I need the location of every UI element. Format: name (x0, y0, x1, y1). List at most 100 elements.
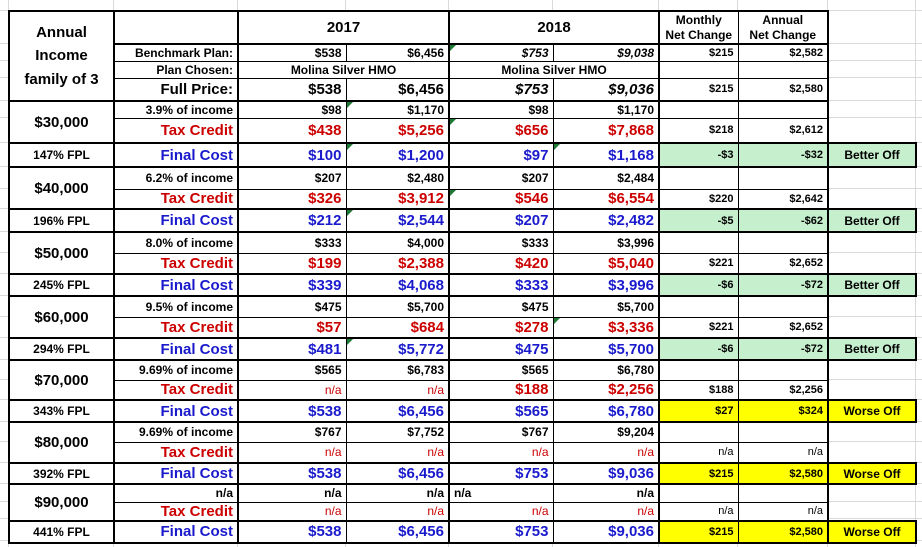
net-change-cell[interactable] (737, 60, 829, 78)
income-cell[interactable]: $70,000 (8, 359, 114, 400)
plan-2018-cell[interactable]: Molina Silver HMO (448, 60, 659, 78)
pct-value-cell[interactable]: $98 (448, 100, 553, 118)
final-cost-value-cell[interactable]: $212 (237, 208, 346, 232)
pct-value-cell[interactable]: $207 (237, 166, 346, 189)
pct-value-cell[interactable]: $7,752 (345, 421, 449, 442)
tax-credit-value-cell[interactable]: n/a (345, 441, 449, 463)
final-cost-value-cell[interactable]: $333 (448, 273, 553, 296)
final-cost-value-cell[interactable]: $1,200 (345, 142, 449, 167)
net-change-cell[interactable] (737, 100, 829, 118)
tax-credit-label[interactable]: Tax Credit (113, 316, 238, 338)
tax-credit-value-cell[interactable]: $326 (237, 188, 346, 209)
tax-credit-value-cell[interactable]: $3,336 (552, 316, 659, 338)
tax-credit-value-cell[interactable]: $438 (237, 117, 346, 143)
net-change-cell[interactable]: $221 (658, 252, 738, 274)
pct-of-income-label[interactable]: 3.9% of income (113, 100, 238, 118)
tax-credit-value-cell[interactable]: $684 (345, 316, 449, 338)
income-cell[interactable]: $90,000 (8, 483, 114, 521)
gutter-cell[interactable] (828, 167, 916, 189)
pct-value-cell[interactable]: $9,204 (552, 421, 659, 442)
net-change-cell[interactable]: $2,612 (737, 117, 829, 143)
gutter-cell[interactable] (828, 360, 916, 380)
income-column-header[interactable]: Annual Income family of 3 (8, 10, 114, 101)
fpl-cell[interactable]: 343% FPL (8, 399, 114, 422)
tax-credit-value-cell[interactable]: $57 (237, 316, 346, 338)
gutter-cell[interactable] (828, 61, 916, 78)
pct-value-cell[interactable]: $2,484 (552, 166, 659, 189)
net-change-cell[interactable]: $27 (658, 399, 738, 422)
full-price-label[interactable]: Full Price: (113, 77, 238, 101)
income-cell[interactable]: $50,000 (8, 231, 114, 274)
full-price-2018-annual[interactable]: $9,036 (552, 77, 659, 101)
gutter-cell[interactable] (828, 118, 916, 143)
tax-credit-value-cell[interactable]: $2,388 (345, 252, 449, 274)
final-cost-value-cell[interactable]: $5,700 (552, 337, 659, 360)
pct-value-cell[interactable]: $475 (448, 295, 553, 317)
gutter-cell[interactable] (828, 380, 916, 400)
gutter-cell[interactable] (828, 422, 916, 442)
tax-credit-label[interactable]: Tax Credit (113, 188, 238, 209)
gutter-cell[interactable] (828, 101, 916, 118)
year-2018-header[interactable]: 2018 (448, 10, 659, 44)
net-change-cell[interactable] (658, 231, 738, 253)
net-change-cell[interactable] (658, 60, 738, 78)
final-cost-value-cell[interactable]: $6,456 (345, 519, 449, 544)
pct-value-cell[interactable]: n/a (345, 483, 449, 502)
gutter-cell[interactable] (828, 253, 916, 274)
final-cost-value-cell[interactable]: $6,780 (552, 399, 659, 422)
annual-net-change-header[interactable]: Annual Net Change (737, 10, 829, 44)
verdict-cell[interactable]: Worse Off (827, 519, 917, 544)
fpl-cell[interactable]: 392% FPL (8, 462, 114, 484)
pct-value-cell[interactable]: n/a (448, 483, 553, 502)
pct-value-cell[interactable]: $1,170 (345, 100, 449, 118)
gutter-cell[interactable] (828, 442, 916, 463)
net-change-cell[interactable]: $2,652 (737, 316, 829, 338)
pct-value-cell[interactable]: $98 (237, 100, 346, 118)
tax-credit-value-cell[interactable]: n/a (237, 441, 346, 463)
net-change-cell[interactable]: $2,580 (737, 462, 829, 484)
blank-header-cell[interactable] (113, 10, 238, 44)
gutter-cell[interactable] (828, 484, 916, 502)
net-change-cell[interactable]: $2,652 (737, 252, 829, 274)
final-cost-value-cell[interactable]: $1,168 (552, 142, 659, 167)
tax-credit-value-cell[interactable]: $546 (448, 188, 553, 209)
income-cell[interactable]: $80,000 (8, 421, 114, 463)
net-change-cell[interactable] (658, 483, 738, 502)
benchmark-plan-label[interactable]: Benchmark Plan: (113, 43, 238, 61)
year-2017-header[interactable]: 2017 (237, 10, 449, 44)
tax-credit-value-cell[interactable]: n/a (345, 501, 449, 521)
net-change-cell[interactable]: $218 (658, 117, 738, 143)
pct-value-cell[interactable]: $475 (237, 295, 346, 317)
tax-credit-value-cell[interactable]: n/a (345, 379, 449, 400)
net-change-cell[interactable]: $215 (658, 43, 738, 61)
net-change-cell[interactable]: $215 (658, 519, 738, 544)
final-cost-value-cell[interactable]: $207 (448, 208, 553, 232)
net-change-cell[interactable]: $324 (737, 399, 829, 422)
tax-credit-value-cell[interactable]: n/a (552, 501, 659, 521)
verdict-cell[interactable]: Better Off (827, 142, 917, 168)
final-cost-value-cell[interactable]: $5,772 (345, 337, 449, 360)
net-change-cell[interactable] (737, 483, 829, 502)
pct-value-cell[interactable]: $1,170 (552, 100, 659, 118)
tax-credit-label[interactable]: Tax Credit (113, 501, 238, 521)
net-change-cell[interactable] (658, 421, 738, 442)
pct-value-cell[interactable]: $3,996 (552, 231, 659, 253)
pct-value-cell[interactable]: $333 (448, 231, 553, 253)
pct-value-cell[interactable]: $565 (237, 359, 346, 380)
final-cost-value-cell[interactable]: $100 (237, 142, 346, 167)
tax-credit-value-cell[interactable]: n/a (448, 501, 553, 521)
gutter-cell[interactable] (828, 189, 916, 209)
pct-value-cell[interactable]: $565 (448, 359, 553, 380)
monthly-net-change-header[interactable]: Monthly Net Change (658, 10, 738, 44)
tax-credit-label[interactable]: Tax Credit (113, 252, 238, 274)
net-change-cell[interactable] (658, 166, 738, 189)
final-cost-value-cell[interactable]: $753 (448, 462, 553, 484)
tax-credit-value-cell[interactable]: n/a (237, 501, 346, 521)
tax-credit-value-cell[interactable]: $199 (237, 252, 346, 274)
final-cost-value-cell[interactable]: $9,036 (552, 462, 659, 484)
pct-of-income-label[interactable]: 9.69% of income (113, 359, 238, 380)
tax-credit-value-cell[interactable]: $2,256 (552, 379, 659, 400)
gutter-cell[interactable] (828, 317, 916, 338)
final-cost-label[interactable]: Final Cost (113, 519, 238, 544)
gutter-cell[interactable] (828, 232, 916, 253)
